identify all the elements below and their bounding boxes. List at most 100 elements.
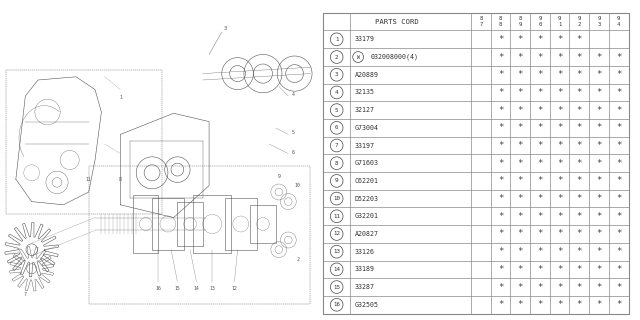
Bar	[89, 166, 310, 304]
Text: *: *	[498, 106, 503, 115]
Text: *: *	[518, 88, 523, 97]
Text: 4: 4	[617, 22, 620, 27]
Text: G71603: G71603	[355, 160, 379, 166]
Text: *: *	[518, 176, 523, 185]
Text: *: *	[577, 194, 582, 203]
Text: *: *	[596, 176, 602, 185]
Text: *: *	[498, 300, 503, 309]
Text: *: *	[596, 300, 602, 309]
Text: *: *	[596, 88, 602, 97]
Bar	[6, 70, 161, 214]
Text: 5: 5	[335, 108, 339, 113]
Text: *: *	[557, 194, 563, 203]
Text: 3: 3	[335, 72, 339, 77]
Text: *: *	[537, 123, 543, 132]
Text: *: *	[577, 229, 582, 238]
Text: *: *	[596, 212, 602, 221]
Text: PARTS CORD: PARTS CORD	[375, 19, 419, 25]
Text: *: *	[596, 247, 602, 256]
Text: 15: 15	[175, 285, 180, 291]
Text: 33179: 33179	[355, 36, 375, 42]
Text: *: *	[616, 106, 621, 115]
Text: 7: 7	[335, 143, 339, 148]
Text: 12: 12	[333, 231, 340, 236]
Text: *: *	[498, 35, 503, 44]
Text: *: *	[498, 229, 503, 238]
Text: *: *	[518, 283, 523, 292]
Text: *: *	[616, 141, 621, 150]
Text: *: *	[596, 229, 602, 238]
Text: 13: 13	[209, 285, 215, 291]
Text: 2: 2	[578, 22, 581, 27]
Text: 2: 2	[296, 257, 300, 262]
Text: *: *	[498, 247, 503, 256]
Text: *: *	[518, 265, 523, 274]
Text: 8: 8	[518, 16, 522, 21]
Text: 13: 13	[333, 249, 340, 254]
Text: 10: 10	[333, 196, 340, 201]
Text: 33189: 33189	[355, 266, 375, 272]
Text: G32505: G32505	[355, 302, 379, 308]
Text: *: *	[577, 283, 582, 292]
Text: *: *	[616, 194, 621, 203]
Text: *: *	[537, 212, 543, 221]
Text: 4: 4	[291, 92, 294, 97]
Text: 6: 6	[335, 125, 339, 130]
Text: 5: 5	[291, 130, 294, 135]
Text: 14: 14	[193, 285, 199, 291]
Text: *: *	[498, 52, 503, 61]
Text: 16: 16	[156, 285, 161, 291]
Text: *: *	[557, 283, 563, 292]
Text: 9: 9	[558, 16, 561, 21]
Text: *: *	[577, 212, 582, 221]
Text: *: *	[498, 176, 503, 185]
Text: *: *	[557, 52, 563, 61]
Text: *: *	[557, 70, 563, 79]
Text: 4: 4	[335, 90, 339, 95]
Bar	[225, 198, 257, 250]
Text: *: *	[616, 247, 621, 256]
Text: *: *	[596, 52, 602, 61]
Text: *: *	[537, 194, 543, 203]
Text: 9: 9	[518, 22, 522, 27]
Text: *: *	[616, 283, 621, 292]
Text: *: *	[537, 176, 543, 185]
Text: *: *	[537, 106, 543, 115]
Text: *: *	[577, 70, 582, 79]
Text: *: *	[498, 265, 503, 274]
Text: *: *	[616, 70, 621, 79]
Text: 12: 12	[232, 285, 237, 291]
Text: *: *	[518, 141, 523, 150]
Text: A20827: A20827	[355, 231, 379, 237]
Text: *: *	[518, 52, 523, 61]
Text: C62201: C62201	[355, 178, 379, 184]
Text: 33126: 33126	[355, 249, 375, 255]
Text: *: *	[537, 300, 543, 309]
Text: G32201: G32201	[355, 213, 379, 219]
Text: *: *	[616, 88, 621, 97]
Text: 33287: 33287	[355, 284, 375, 290]
Text: *: *	[557, 123, 563, 132]
Text: 14: 14	[333, 267, 340, 272]
Text: *: *	[577, 106, 582, 115]
Text: 0: 0	[538, 22, 541, 27]
Text: *: *	[577, 300, 582, 309]
Text: *: *	[518, 194, 523, 203]
Text: 8: 8	[119, 177, 122, 182]
Text: *: *	[518, 229, 523, 238]
Text: 9: 9	[578, 16, 581, 21]
Text: 7: 7	[24, 292, 27, 297]
Text: *: *	[537, 70, 543, 79]
Text: *: *	[498, 194, 503, 203]
Text: *: *	[577, 88, 582, 97]
Text: *: *	[616, 123, 621, 132]
Text: 9: 9	[335, 178, 339, 183]
Bar	[193, 195, 231, 253]
Text: *: *	[557, 300, 563, 309]
Text: *: *	[557, 247, 563, 256]
Text: 32127: 32127	[355, 107, 375, 113]
Text: 9: 9	[617, 16, 620, 21]
Text: 1: 1	[558, 22, 561, 27]
Text: *: *	[596, 106, 602, 115]
Text: *: *	[596, 70, 602, 79]
